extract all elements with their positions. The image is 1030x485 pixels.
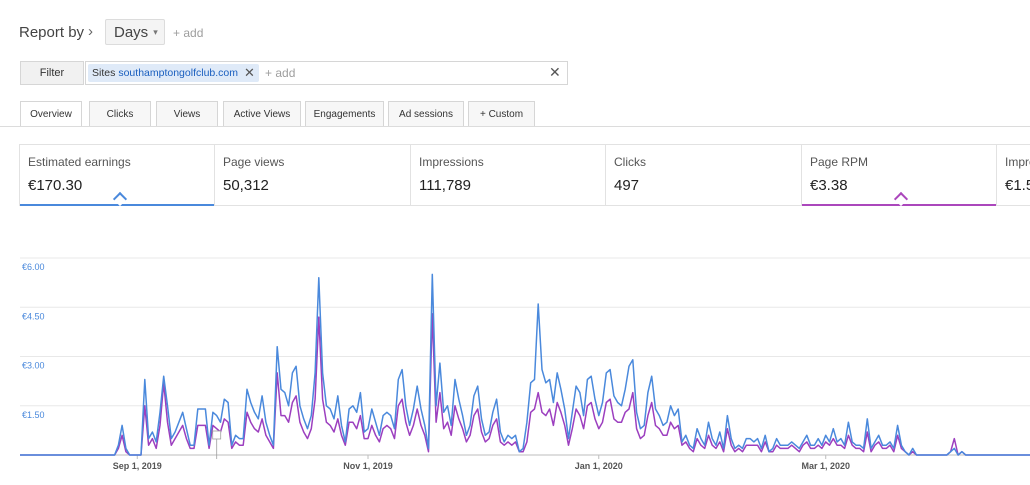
dimension-select[interactable]: Days ▾ (105, 19, 165, 45)
y-tick-label: €6.00 (22, 262, 45, 272)
card-value: €170.30 (28, 177, 83, 194)
series-line-earnings (20, 273, 1030, 456)
series-line-page-rpm (20, 313, 1030, 456)
caret-down-icon: ▾ (153, 26, 158, 37)
filter-chip-value: southamptongolfclub.com (118, 67, 238, 79)
add-filter-link[interactable]: + add (265, 66, 296, 80)
tab-custom[interactable]: + Custom (468, 101, 535, 126)
earnings-chart[interactable]: €6.00 €4.50 €3.00 €1.50 Sep 1, 2019 Nov 1, 20… (0, 240, 1030, 480)
tab-engagements[interactable]: Engagements (305, 101, 384, 126)
card-page-rpm[interactable]: Page RPM €3.38 (802, 144, 997, 207)
card-value: €1.5 (1005, 177, 1030, 194)
card-value: €3.38 (810, 177, 848, 194)
x-tick-label: Nov 1, 2019 (343, 461, 393, 471)
x-tick-label: Sep 1, 2019 (113, 461, 162, 471)
chevron-right-icon: › (88, 23, 93, 40)
card-value: 50,312 (223, 177, 269, 194)
x-tick-label: Jan 1, 2020 (575, 461, 623, 471)
card-value: 497 (614, 177, 640, 194)
card-clicks[interactable]: Clicks 497 (606, 144, 802, 206)
dimension-select-value: Days (114, 23, 149, 41)
filter-chip-sites[interactable]: Sites southamptongolfclub.com ✕ (88, 64, 259, 82)
card-label: Estimated earnings (28, 155, 131, 169)
report-by-label: Report by (19, 24, 85, 41)
tab-views[interactable]: Views (156, 101, 218, 126)
card-label: Impre (1005, 155, 1030, 169)
card-label: Page views (223, 155, 285, 169)
card-label: Page RPM (810, 155, 869, 169)
close-icon[interactable]: ✕ (244, 65, 255, 80)
add-dimension-link[interactable]: + add (173, 26, 204, 40)
tab-overview[interactable]: Overview (20, 101, 82, 127)
tab-ad-sessions[interactable]: Ad sessions (388, 101, 464, 126)
clear-filter-icon[interactable]: ✕ (549, 64, 561, 80)
card-selected-underline (20, 204, 214, 206)
filter-button[interactable]: Filter (20, 61, 84, 85)
filter-chip-key: Sites (92, 67, 116, 79)
x-tick-label: Mar 1, 2020 (801, 461, 850, 471)
annotation-marker-icon (212, 430, 222, 440)
card-page-views[interactable]: Page views 50,312 (215, 144, 411, 206)
tab-clicks[interactable]: Clicks (89, 101, 151, 126)
card-impressions[interactable]: Impressions 111,789 (411, 144, 606, 206)
y-tick-label: €4.50 (22, 311, 45, 321)
tab-active-views[interactable]: Active Views (223, 101, 301, 126)
tabs-divider (0, 126, 1030, 127)
card-label: Clicks (614, 155, 646, 169)
card-label: Impressions (419, 155, 484, 169)
card-estimated-earnings[interactable]: Estimated earnings €170.30 (19, 144, 215, 207)
card-value: 111,789 (419, 177, 471, 194)
card-impression-rpm[interactable]: Impre €1.5 (997, 144, 1030, 206)
y-tick-label: €1.50 (22, 410, 45, 420)
y-tick-label: €3.00 (22, 361, 45, 371)
